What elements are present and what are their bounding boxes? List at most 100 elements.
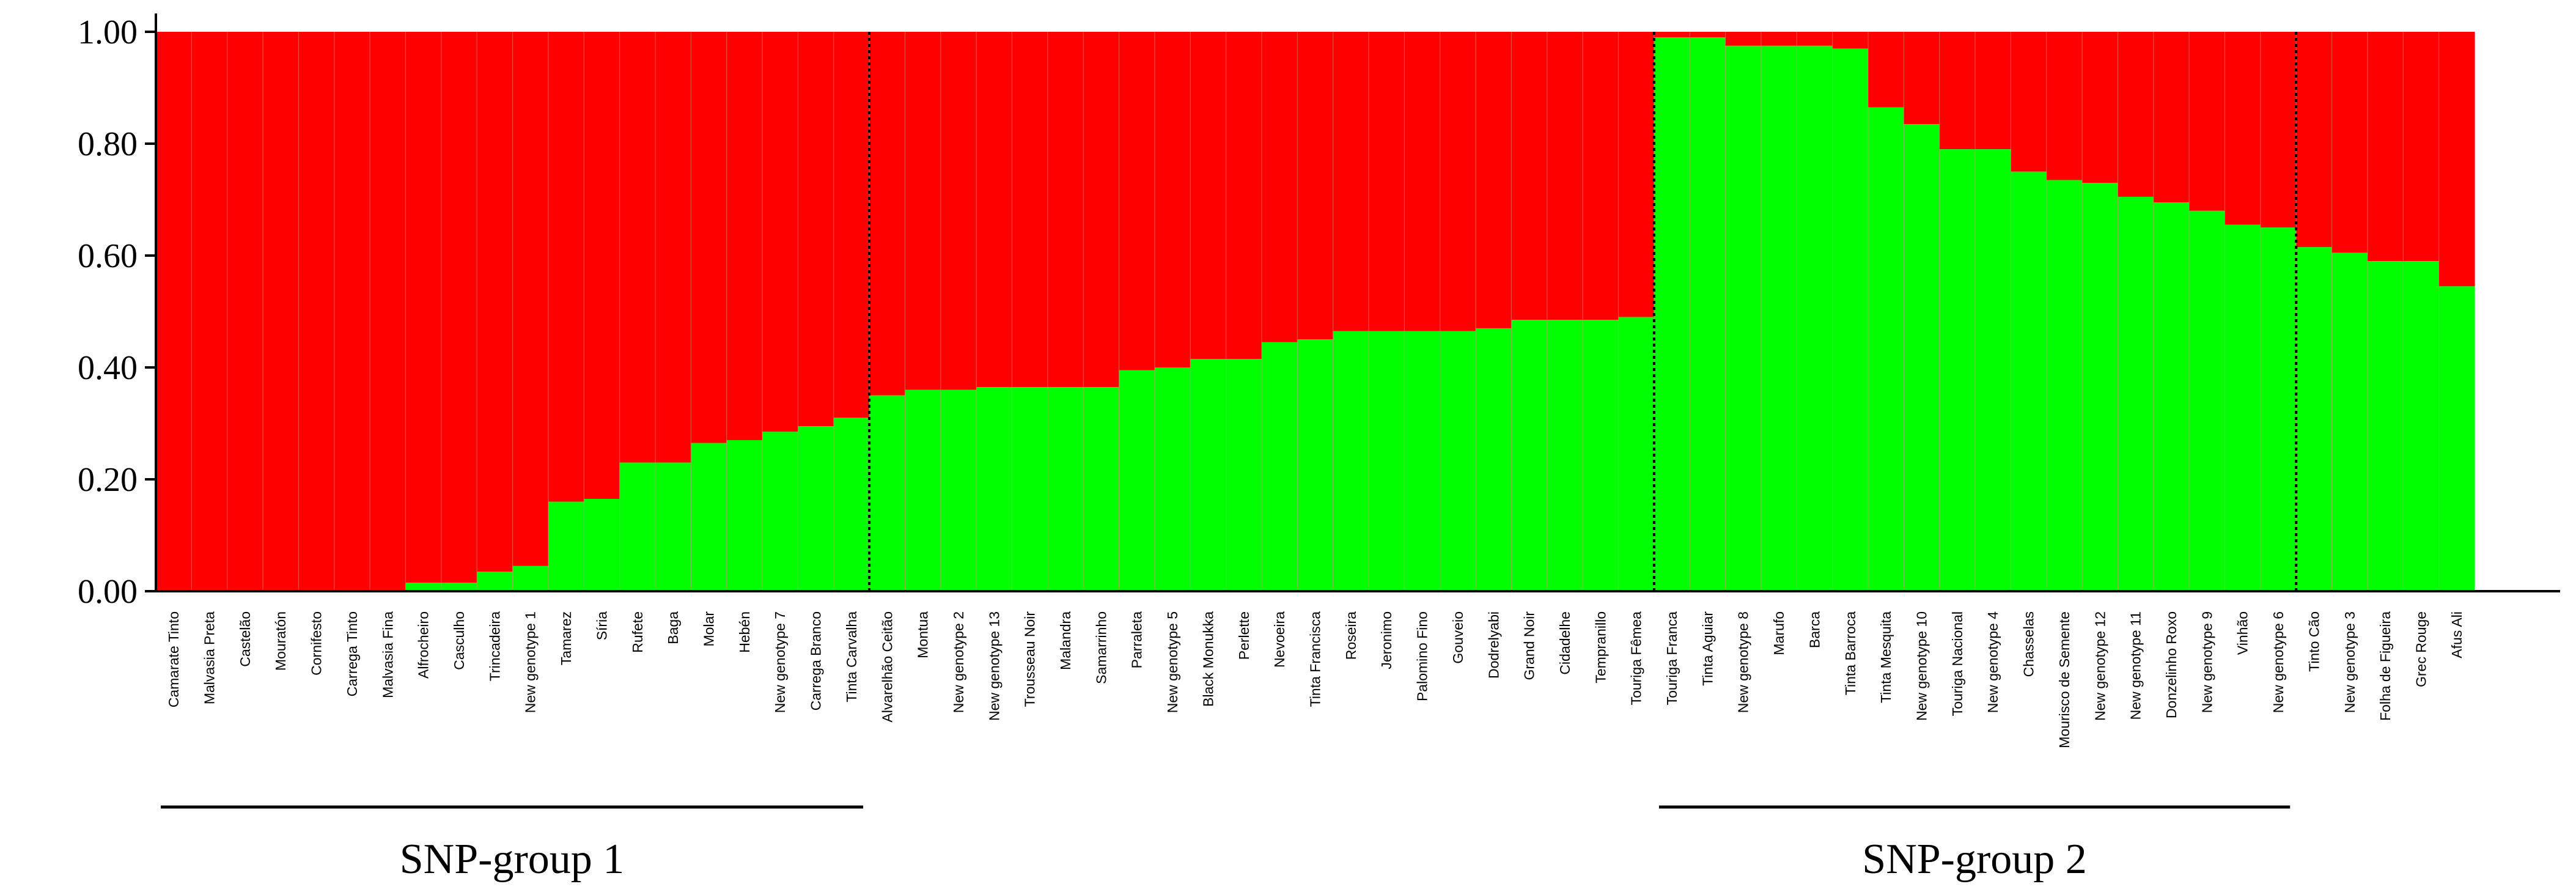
bar-red-segment <box>548 32 584 502</box>
x-tick-label: Gouveio <box>1450 611 1466 664</box>
bar-green-segment <box>976 387 1013 591</box>
x-tick-label: Malvasia Fina <box>380 611 396 698</box>
bar-green-segment <box>2367 261 2404 591</box>
x-tick-label: Hebén <box>737 611 753 653</box>
bar-green-segment <box>1654 37 1690 591</box>
bar-red-segment <box>405 32 442 583</box>
bar-green-segment <box>691 443 727 591</box>
bar-red-segment <box>1797 32 1833 46</box>
bar-green-segment <box>1904 123 1940 592</box>
group-label: SNP-group 2 <box>1862 836 2087 883</box>
x-tick-label: New genotype 9 <box>2199 611 2215 713</box>
x-tick-label: Rufete <box>630 611 646 653</box>
x-tick-label: Parraleta <box>1129 611 1145 669</box>
x-tick-label: Perlette <box>1236 611 1252 660</box>
x-tick-label: Carrega Branco <box>808 611 824 710</box>
bar-red-segment <box>798 32 834 427</box>
bar-red-segment <box>1369 32 1405 331</box>
x-tick-label: Montua <box>915 611 931 658</box>
bar-red-segment <box>940 32 977 390</box>
bar-red-segment <box>1119 32 1155 370</box>
bar-green-segment <box>1547 320 1583 591</box>
bar-green-segment <box>1440 331 1476 591</box>
bar-green-segment <box>548 501 584 591</box>
x-tick-label: Casculho <box>451 611 467 670</box>
x-tick-label: Carrega Tinto <box>344 611 360 696</box>
x-tick-label: Black Monukka <box>1200 611 1216 707</box>
group-annotations: SNP-group 1 SNP-group 2 <box>161 805 2291 883</box>
bar-red-segment <box>1012 32 1048 388</box>
bar-red-segment <box>1618 32 1655 317</box>
bar-green-segment <box>405 583 442 591</box>
bar-green-segment <box>584 499 620 591</box>
bar-green-segment <box>1690 37 1726 591</box>
x-tick-label: Mourisco de Semente <box>2056 611 2072 748</box>
bar-red-segment <box>1154 32 1191 367</box>
bar-green-segment <box>1226 359 1262 591</box>
x-tick-label: Roseira <box>1343 611 1359 660</box>
x-tick-label: Tempranillo <box>1592 611 1608 684</box>
bar-red-segment <box>156 32 192 591</box>
x-tick-label: Vinhão <box>2235 611 2251 655</box>
bar-green-segment <box>1975 149 2011 591</box>
bar-green-segment <box>1797 45 1833 591</box>
x-tick-label: Cidadelhe <box>1557 611 1573 675</box>
y-tick-label: 0.40 <box>78 349 138 387</box>
bar-red-segment <box>2296 32 2333 248</box>
x-tick-label: New genotype 3 <box>2342 611 2358 713</box>
bar-green-segment <box>1761 45 1797 591</box>
x-tick-label: New genotype 12 <box>2092 611 2108 721</box>
y-tick-label: 1.00 <box>78 13 138 51</box>
bar-red-segment <box>2331 32 2368 253</box>
x-tick-label: New genotype 13 <box>986 611 1002 721</box>
bar-green-segment <box>512 566 549 591</box>
x-tick-label: Barca <box>1806 611 1822 648</box>
y-tick-label: 0.00 <box>78 573 138 611</box>
x-tick-label: Síria <box>594 611 609 641</box>
bar-red-segment <box>1297 32 1334 340</box>
bar-red-segment <box>1725 32 1762 46</box>
x-tick-label: Afus Ali <box>2449 611 2465 658</box>
x-tick-label: New genotype 2 <box>951 611 966 713</box>
bar-green-segment <box>1511 320 1548 591</box>
bar-red-segment <box>2438 32 2475 287</box>
bar-red-segment <box>2011 32 2047 172</box>
bar-red-segment <box>1190 32 1227 359</box>
x-tick-label: Touriga Franca <box>1664 611 1680 706</box>
bar-green-segment <box>1618 317 1655 591</box>
bar-red-segment <box>1083 32 1120 388</box>
x-tick-label: Tinta Aguiar <box>1699 611 1715 686</box>
x-tick-label: Marufo <box>1771 611 1787 655</box>
x-tick-label: Tinto Cão <box>2306 611 2322 672</box>
bar-green-segment <box>2189 210 2226 591</box>
bar-red-segment <box>2367 32 2404 262</box>
bar-green-segment <box>2046 180 2083 592</box>
x-tick-label: Jeronimo <box>1378 611 1394 669</box>
bar-green-segment <box>1939 149 1976 591</box>
bar-red-segment <box>869 32 906 396</box>
bar-green-segment <box>2011 171 2047 591</box>
x-tick-label: Tinta Francisca <box>1308 611 1323 707</box>
bar-green-segment <box>762 432 798 591</box>
bar-red-segment <box>1690 32 1726 38</box>
bar-red-segment <box>691 32 727 443</box>
bar-green-segment <box>1083 387 1120 591</box>
x-tick-label: Mouratón <box>273 611 289 671</box>
bar-red-segment <box>2225 32 2261 225</box>
bar-red-segment <box>833 32 870 418</box>
x-tick-label: Trousseau Noir <box>1022 611 1038 707</box>
bar-green-segment <box>1868 107 1904 591</box>
x-tick-label: Castelão <box>237 611 253 667</box>
x-tick-label: New genotype 5 <box>1165 611 1180 713</box>
bar-red-segment <box>2403 32 2440 262</box>
bar-green-segment <box>2082 183 2119 591</box>
bar-red-segment <box>2153 32 2190 203</box>
bar-red-segment <box>762 32 798 432</box>
x-tick-label: Tamarez <box>558 611 574 665</box>
bar-red-segment <box>441 32 477 583</box>
bar-red-segment <box>512 32 549 566</box>
bar-red-segment <box>1047 32 1084 388</box>
bar-red-segment <box>1261 32 1298 342</box>
bars-layer <box>156 32 2475 592</box>
bar-green-segment <box>940 389 977 591</box>
